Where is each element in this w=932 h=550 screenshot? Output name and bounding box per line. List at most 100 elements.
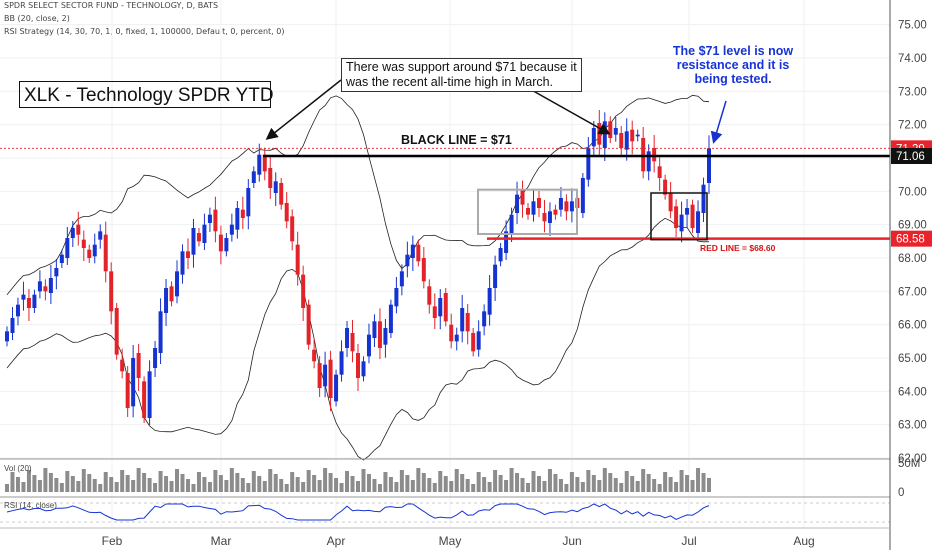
volume-bar: [361, 469, 366, 492]
volume-bar: [356, 481, 360, 492]
candle-body: [421, 258, 426, 282]
volume-bar: [279, 479, 284, 492]
symbol-header: SPDR SELECT SECTOR FUND - TECHNOLOGY, D,…: [4, 1, 219, 10]
price-tag-label: 71.06: [896, 151, 925, 163]
volume-bar: [103, 472, 108, 492]
black-line-label: BLACK LINE = $71: [401, 133, 512, 147]
volume-bar: [526, 483, 531, 492]
candle-body: [37, 281, 42, 292]
candle-body: [295, 244, 300, 275]
volume-bar: [602, 468, 607, 492]
volume-bar: [339, 483, 344, 492]
candle-body: [26, 298, 31, 308]
y-tick-label: 62.00: [898, 453, 927, 465]
y-tick-label: 63.00: [898, 420, 927, 432]
candle-body: [624, 131, 629, 150]
support-note-line-2: was the recent all-time high in March.: [346, 75, 554, 89]
bb-indicator-label: BB (20, close, 2): [4, 14, 70, 23]
volume-bar: [81, 469, 86, 492]
candle-body: [224, 238, 229, 252]
volume-bar: [125, 475, 130, 492]
resistance-note-line-2: resistance and it is: [676, 58, 790, 72]
volume-bar: [482, 477, 487, 492]
volume-bar: [312, 475, 317, 492]
candle-body: [646, 151, 651, 172]
candle-body: [427, 286, 432, 305]
candle-body: [547, 211, 552, 223]
candle-body: [43, 286, 48, 292]
volume-bar: [498, 475, 503, 492]
candle-body: [246, 188, 251, 217]
candle-body: [235, 208, 240, 230]
x-tick-label: Jun: [562, 534, 581, 548]
x-tick-label: Aug: [793, 534, 814, 548]
candle-body: [504, 231, 509, 253]
candle-body: [356, 353, 360, 378]
candle-body: [432, 306, 437, 318]
volume-bar: [416, 468, 421, 492]
volume-bar: [569, 472, 574, 492]
candle-body: [394, 288, 399, 307]
volume-bar: [191, 484, 196, 492]
candle-body: [498, 248, 503, 262]
candle-body: [641, 138, 646, 172]
candle-body: [70, 228, 75, 238]
candle-body: [679, 214, 684, 232]
ytd-title-box: XLK - Technology SPDR YTD: [19, 81, 274, 108]
volume-bar: [575, 477, 580, 492]
candle-body: [207, 214, 212, 223]
candle-body: [476, 331, 481, 350]
candle-body: [613, 128, 618, 135]
volume-bar: [652, 479, 657, 492]
candle-body: [454, 334, 459, 342]
volume-bar: [114, 482, 119, 492]
volume-bar: [21, 482, 26, 492]
candle-body: [273, 181, 278, 193]
volume-bar: [597, 480, 602, 492]
candle-body: [15, 304, 20, 317]
volume-bar: [674, 482, 679, 492]
candle-body: [147, 371, 152, 418]
candle-body: [334, 374, 339, 402]
y-tick-label: 66.00: [898, 320, 927, 332]
rsi-label: RSI (14, close): [4, 501, 57, 510]
volume-bar: [619, 483, 624, 492]
candle-body: [87, 249, 92, 258]
x-tick-label: Jul: [681, 534, 696, 548]
candle-body: [339, 351, 344, 375]
candle-body: [657, 166, 662, 178]
candle-body: [240, 209, 245, 218]
volume-bar: [229, 468, 234, 492]
support-callout: There was support around $71 because it …: [341, 58, 582, 92]
volume-bar: [328, 473, 333, 492]
volume-bar: [37, 480, 42, 492]
price-tag: [891, 148, 932, 164]
volume-bar: [542, 481, 547, 492]
candle-body: [536, 198, 541, 208]
candle-body: [32, 294, 37, 308]
volume-bar: [290, 472, 295, 492]
candle-body: [652, 148, 657, 162]
candle-body: [591, 128, 596, 147]
volume-bar: [399, 470, 404, 492]
candle-body: [169, 286, 174, 302]
arrow-to-current-test: [710, 100, 727, 144]
candle-body: [345, 328, 350, 348]
candle-body: [98, 231, 103, 240]
y-tick-label: 75.00: [898, 20, 927, 32]
level-lines: [0, 147, 890, 241]
candle-body: [399, 271, 404, 287]
volume-bar: [701, 473, 706, 492]
candle-body: [153, 348, 158, 368]
volume-bar: [591, 475, 596, 492]
candle-body: [674, 206, 679, 228]
candle-body: [553, 209, 558, 215]
volume-bar: [207, 482, 212, 492]
volume-bar: [586, 470, 591, 492]
candlesticks: [5, 110, 711, 425]
volume-bar: [421, 473, 426, 492]
y-tick-label: 67.00: [898, 286, 927, 298]
candle-body: [10, 318, 15, 333]
